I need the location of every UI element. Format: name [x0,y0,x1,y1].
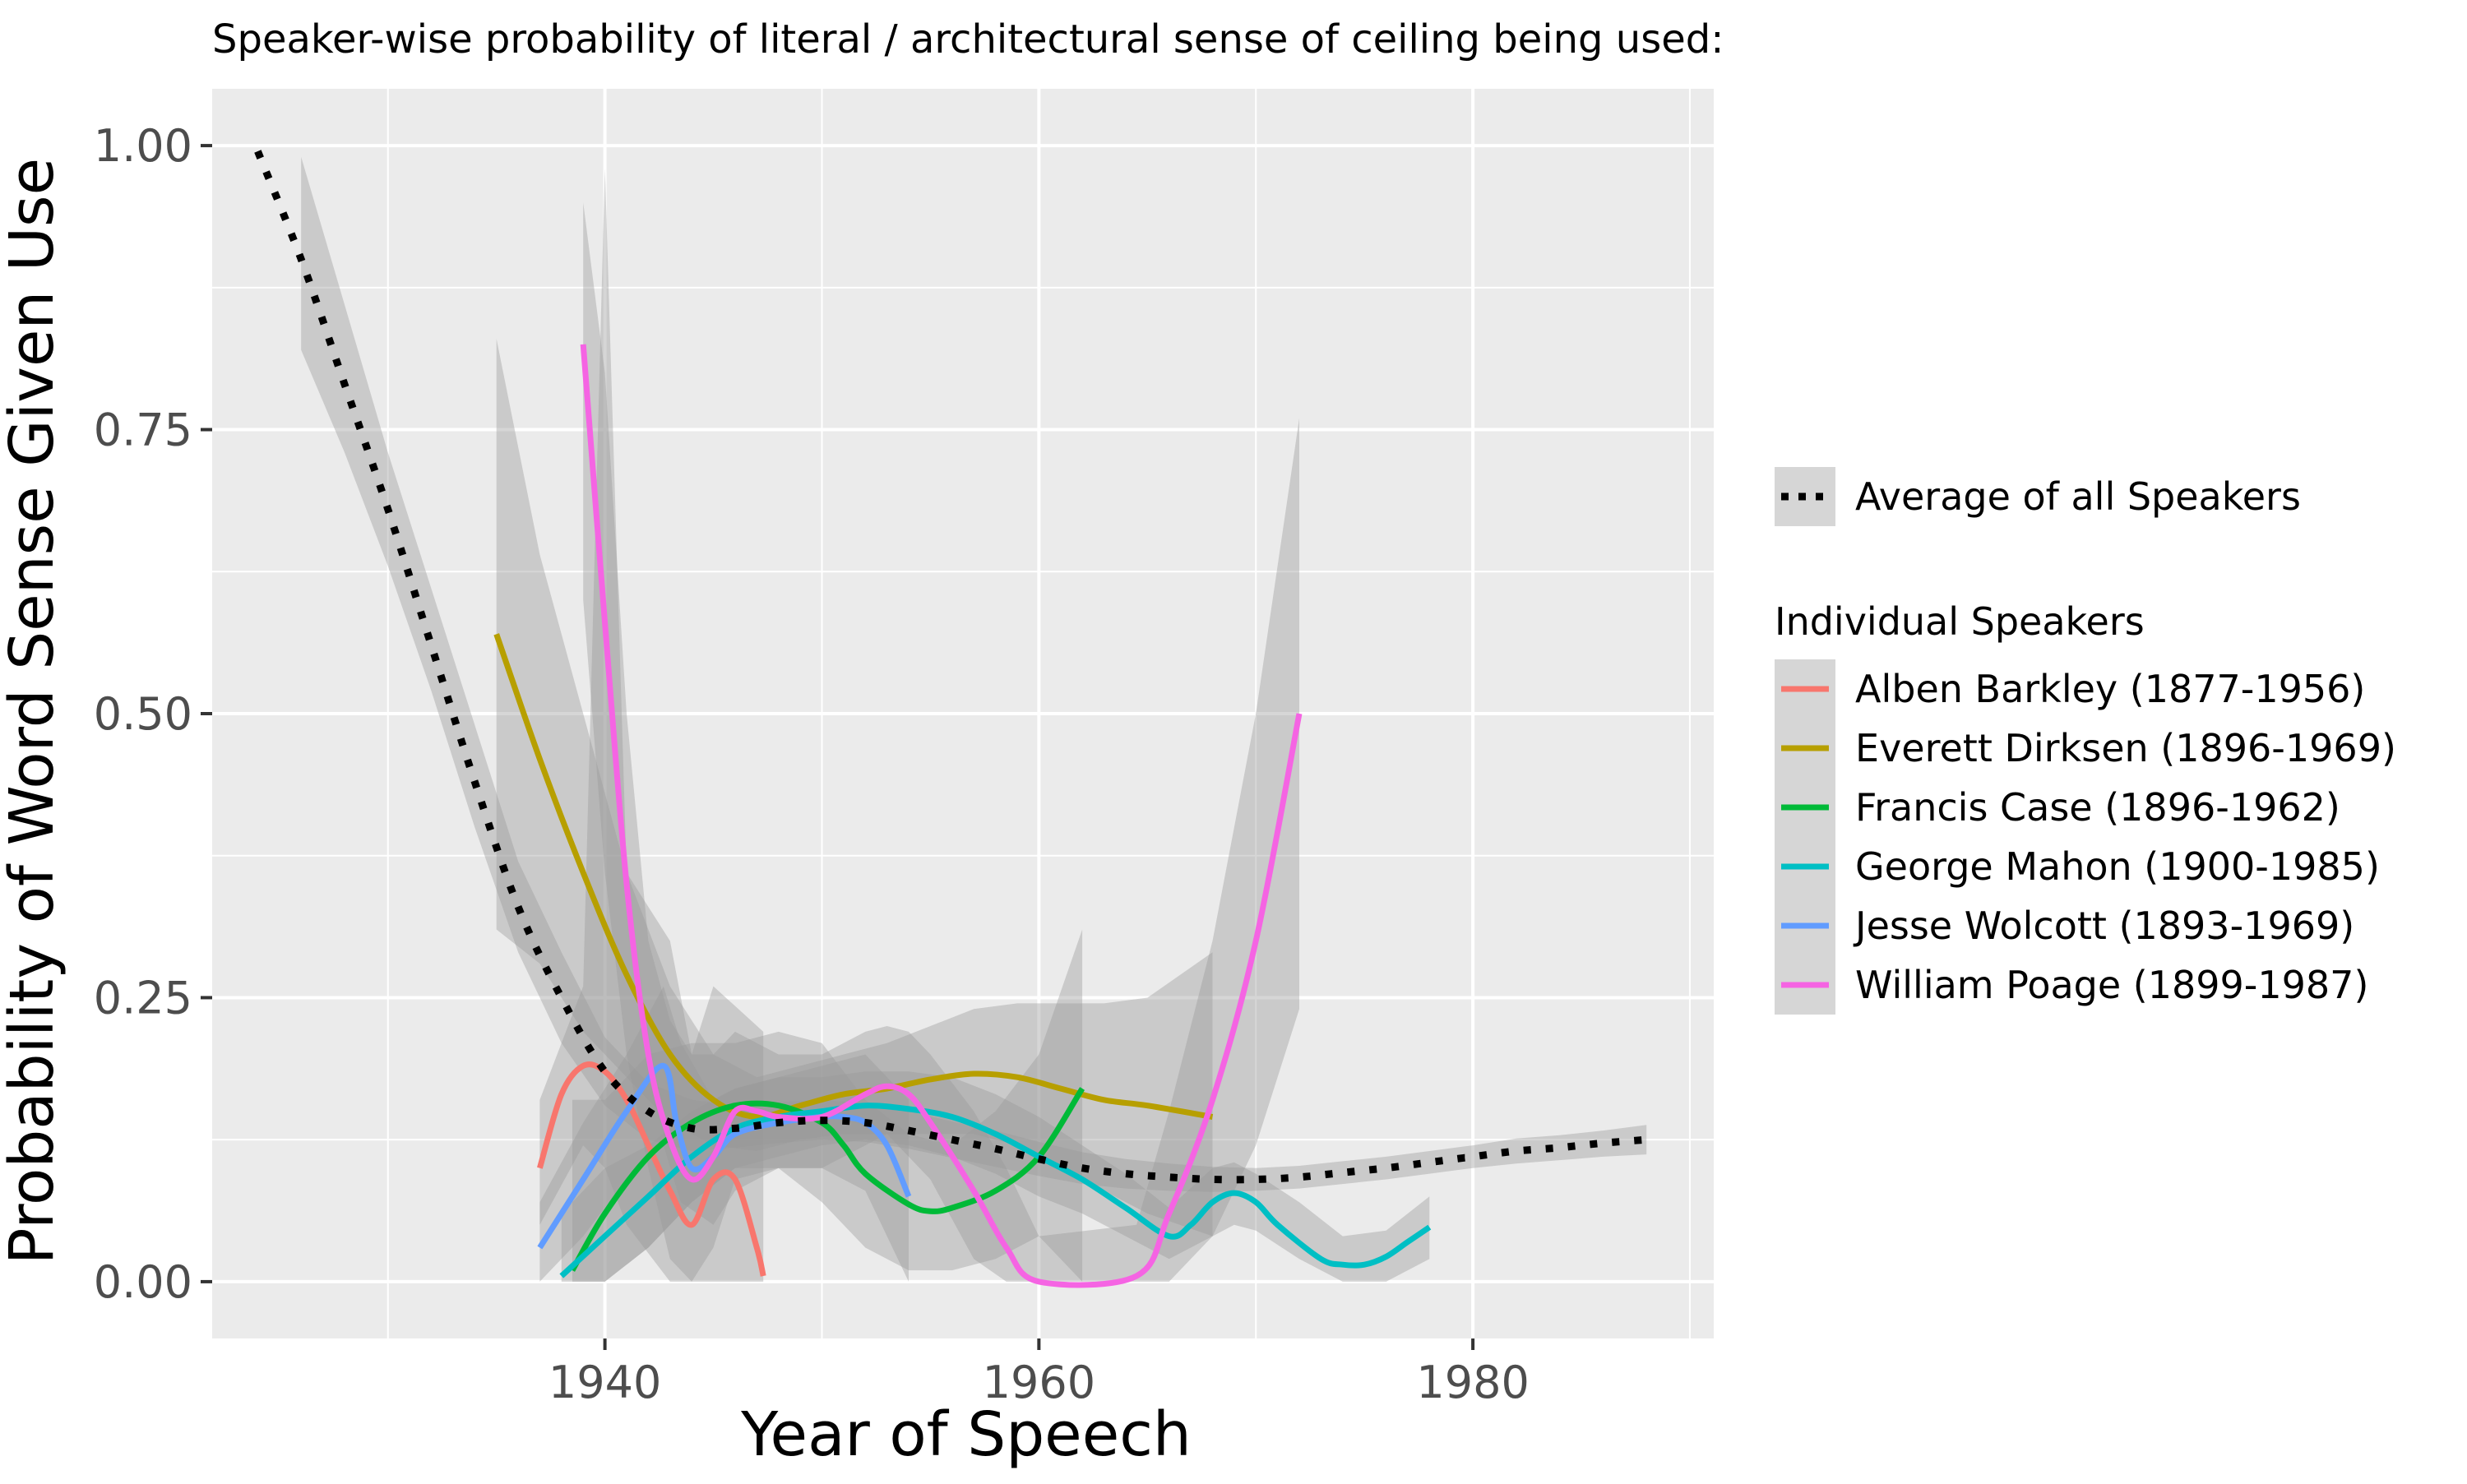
y-tick-label: 0.25 [94,972,192,1024]
line-alben [537,1061,766,1277]
y-tick-label: 1.00 [94,120,192,172]
average-layer [254,150,1647,1184]
y-tick-label: 0.50 [94,688,192,740]
ribbon-william [583,202,1299,1282]
legend-average: Average of all Speakers [1775,467,2301,526]
x-tick-label: 1980 [1416,1357,1529,1408]
y-axis: 0.00 0.25 0.50 0.75 1.00 [94,120,212,1308]
legend-label-everett: Everett Dirksen (1896-1969) [1855,726,2396,770]
y-tick-label: 0.00 [94,1256,192,1308]
legend-label-alben: Alben Barkley (1877-1956) [1855,667,2365,711]
ribbon-alben [539,168,764,1282]
line-everett [493,633,1214,1121]
grid-major [212,89,1714,1338]
y-tick-label: 0.75 [94,405,192,456]
legend-label-william: William Poage (1899-1987) [1855,963,2368,1007]
legend-speakers: Alben Barkley (1877-1956) Everett Dirksen… [1775,659,2396,1015]
line-william [580,344,1303,1288]
legend-label-jesse: Jesse Wolcott (1893-1969) [1853,904,2354,948]
x-tick-label: 1960 [983,1357,1095,1408]
legend-label-francis: Francis Case (1896-1962) [1855,785,2340,830]
x-axis: 1940 1960 1980 [548,1338,1530,1408]
chart-title: Speaker-wise probability of literal / ar… [212,16,1724,62]
legend-label-average: Average of all Speakers [1855,474,2301,519]
x-axis-title: Year of Speech [740,1399,1192,1470]
y-axis-title: Probability of Word Sense Given Use [0,158,67,1264]
ribbon-francis [572,929,1083,1282]
line-average [254,150,1647,1184]
legend-label-george: George Mahon (1900-1985) [1855,844,2380,889]
x-tick-label: 1940 [548,1357,661,1408]
ribbon-everett [496,339,1213,1237]
line-francis [569,1087,1085,1272]
legend-title: Individual Speakers [1775,599,2145,644]
